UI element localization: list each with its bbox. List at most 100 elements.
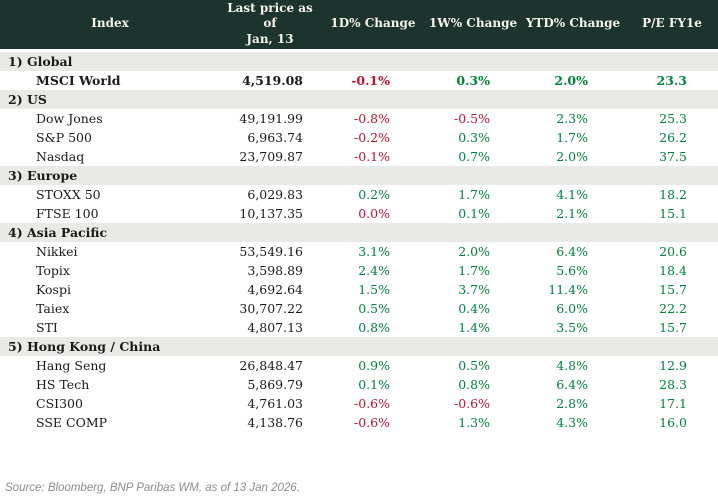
last-price-cell: 49,191.99 xyxy=(239,110,303,126)
ytd-change-cell: 1.7% xyxy=(556,129,588,145)
ytd-change-cell: 4.3% xyxy=(556,414,588,430)
section-row-4: 5) Hong Kong / China xyxy=(0,336,718,356)
ytd-change-cell: 6.4% xyxy=(556,243,588,259)
1d-change-cell: 0.8% xyxy=(358,319,390,335)
pe-cell: 25.3 xyxy=(659,110,687,126)
pe-cell: 16.0 xyxy=(659,414,687,430)
ytd-change-cell: 2.0% xyxy=(556,148,588,164)
pe-cell: 18.4 xyxy=(659,262,687,278)
1d-change-cell: 0.5% xyxy=(358,300,390,316)
index-name-cell: STOXX 50 xyxy=(36,186,101,202)
pe-cell: 15.7 xyxy=(659,281,687,297)
1w-change-cell: 0.7% xyxy=(458,148,490,164)
ytd-change-cell: 3.5% xyxy=(556,319,588,335)
pe-cell: 20.6 xyxy=(659,243,687,259)
1d-change-cell: -0.6% xyxy=(354,414,390,430)
section-row-2: 3) Europe xyxy=(0,165,718,185)
1d-change-cell: 0.2% xyxy=(358,186,390,202)
pe-cell: 37.5 xyxy=(659,148,687,164)
last-price-cell: 6,029.83 xyxy=(247,186,303,202)
1d-change-cell: -0.8% xyxy=(354,110,390,126)
pe-cell: 15.1 xyxy=(659,205,687,221)
ytd-change-cell: 6.4% xyxy=(556,376,588,392)
1d-change-cell: 0.1% xyxy=(358,376,390,392)
pe-cell: 23.3 xyxy=(656,72,687,88)
pe-cell: 22.2 xyxy=(659,300,687,316)
index-row: MSCI World 4,519.08 -0.1% 0.3% 2.0% 23.3 xyxy=(0,71,718,90)
1d-change-cell: 2.4% xyxy=(358,262,390,278)
ytd-change-cell: 2.0% xyxy=(554,72,588,88)
1d-change-cell: -0.2% xyxy=(354,129,390,145)
last-price-cell: 6,963.74 xyxy=(247,129,303,145)
index-name-cell: Topix xyxy=(36,262,70,278)
section-row-1: 2) US xyxy=(0,89,718,109)
last-price-cell: 4,519.08 xyxy=(242,72,303,88)
1w-change-cell: 2.0% xyxy=(458,243,490,259)
ytd-change-cell: 6.0% xyxy=(556,300,588,316)
last-price-cell: 53,549.16 xyxy=(239,243,303,259)
index-row: Taiex 30,707.22 0.5% 0.4% 6.0% 22.2 xyxy=(0,299,718,318)
index-row: Topix 3,598.89 2.4% 1.7% 5.6% 18.4 xyxy=(0,261,718,280)
ytd-change-cell: 4.8% xyxy=(556,357,588,373)
section-row-3: 4) Asia Pacific xyxy=(0,222,718,242)
1d-change-cell: -0.1% xyxy=(354,148,390,164)
last-price-cell: 5,869.79 xyxy=(247,376,303,392)
last-price-cell: 30,707.22 xyxy=(239,300,303,316)
pe-cell: 28.3 xyxy=(659,376,687,392)
1w-change-cell: 1.7% xyxy=(458,262,490,278)
index-row: STOXX 50 6,029.83 0.2% 1.7% 4.1% 18.2 xyxy=(0,185,718,204)
last-price-cell: 3,598.89 xyxy=(247,262,303,278)
pe-cell: 18.2 xyxy=(659,186,687,202)
1d-change-cell: 1.5% xyxy=(358,281,390,297)
section-label: 4) Asia Pacific xyxy=(0,222,718,242)
column-header-1: Last price as of Jan, 13 xyxy=(220,0,320,52)
1w-change-cell: 0.4% xyxy=(458,300,490,316)
table-header-row: Index Last price as of Jan, 13 1D% Change 1… xyxy=(0,0,718,52)
index-name-cell: STI xyxy=(36,319,58,335)
index-name-cell: SSE COMP xyxy=(36,414,108,430)
last-price-cell: 23,709.87 xyxy=(239,148,303,164)
index-row: STI 4,807.13 0.8% 1.4% 3.5% 15.7 xyxy=(0,318,718,337)
section-label: 1) Global xyxy=(0,50,718,71)
ytd-change-cell: 2.1% xyxy=(556,205,588,221)
1d-change-cell: 0.9% xyxy=(358,357,390,373)
column-header-4: YTD% Change xyxy=(520,0,626,52)
1w-change-cell: 0.3% xyxy=(458,129,490,145)
section-row-0: 1) Global xyxy=(0,50,718,71)
last-price-cell: 4,692.64 xyxy=(247,281,303,297)
1d-change-cell: 3.1% xyxy=(358,243,390,259)
1d-change-cell: -0.6% xyxy=(354,395,390,411)
index-row: Dow Jones 49,191.99 -0.8% -0.5% 2.3% 25.3 xyxy=(0,109,718,128)
index-name-cell: MSCI World xyxy=(36,72,121,88)
column-header-3: 1W% Change xyxy=(426,0,520,52)
index-name-cell: FTSE 100 xyxy=(36,205,99,221)
index-row: SSE COMP 4,138.76 -0.6% 1.3% 4.3% 16.0 xyxy=(0,413,718,432)
index-name-cell: Nikkei xyxy=(36,243,78,259)
1d-change-cell: 0.0% xyxy=(358,205,390,221)
1w-change-cell: -0.5% xyxy=(454,110,490,126)
column-header-5: P/E FY1e xyxy=(626,0,718,52)
index-name-cell: Nasdaq xyxy=(36,148,85,164)
column-header-2: 1D% Change xyxy=(320,0,426,52)
index-row: Kospi 4,692.64 1.5% 3.7% 11.4% 15.7 xyxy=(0,280,718,299)
section-label: 3) Europe xyxy=(0,165,718,185)
pe-cell: 12.9 xyxy=(659,357,687,373)
1w-change-cell: -0.6% xyxy=(454,395,490,411)
1w-change-cell: 1.3% xyxy=(458,414,490,430)
ytd-change-cell: 4.1% xyxy=(556,186,588,202)
section-label: 2) US xyxy=(0,89,718,109)
last-price-cell: 10,137.35 xyxy=(239,205,303,221)
pe-cell: 26.2 xyxy=(659,129,687,145)
column-header-0: Index xyxy=(0,0,220,52)
pe-cell: 15.7 xyxy=(659,319,687,335)
index-row: S&P 500 6,963.74 -0.2% 0.3% 1.7% 26.2 xyxy=(0,128,718,147)
section-label: 5) Hong Kong / China xyxy=(0,336,718,356)
index-name-cell: Hang Seng xyxy=(36,357,107,373)
indices-table: Index Last price as of Jan, 13 1D% Change 1… xyxy=(0,0,718,432)
index-name-cell: Dow Jones xyxy=(36,110,103,126)
index-name-cell: Kospi xyxy=(36,281,71,297)
1w-change-cell: 0.3% xyxy=(456,72,490,88)
1w-change-cell: 0.1% xyxy=(458,205,490,221)
pe-cell: 17.1 xyxy=(659,395,687,411)
